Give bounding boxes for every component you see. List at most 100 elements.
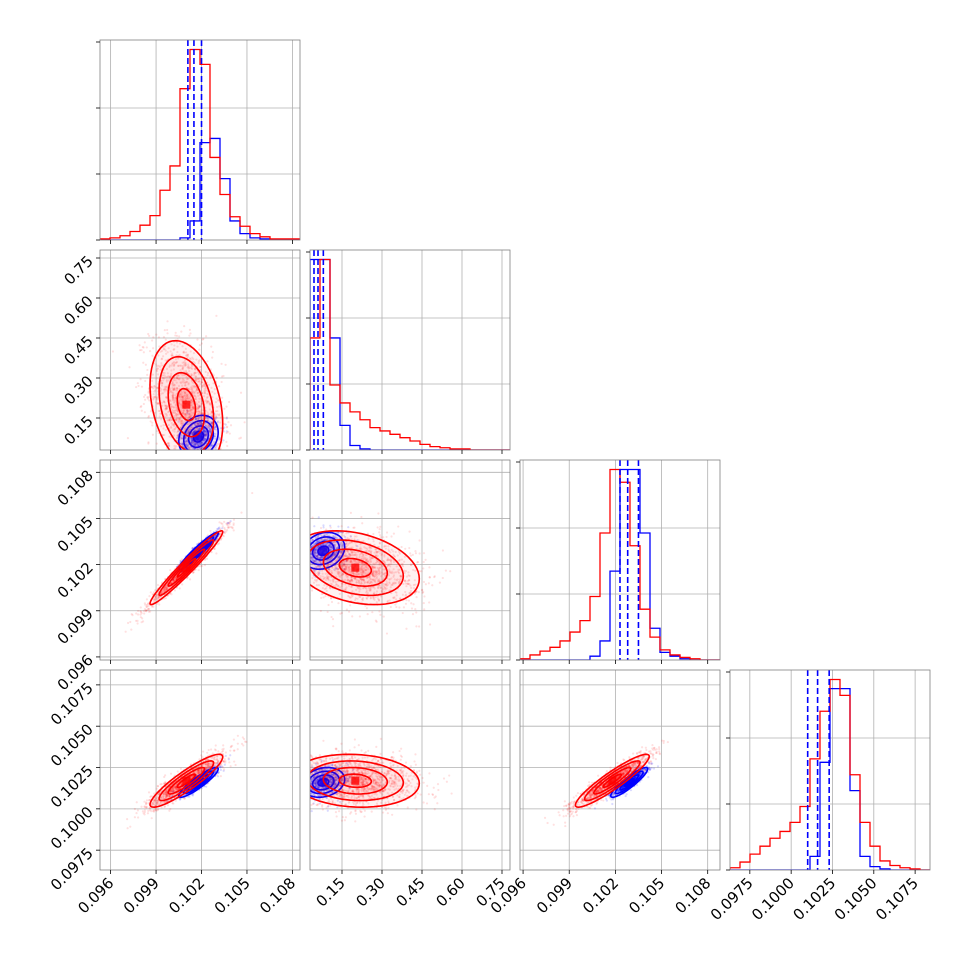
scatter-point-red (181, 374, 184, 377)
scatter-point-red (341, 565, 344, 568)
scatter-point-red (171, 354, 174, 357)
scatter-point-red (318, 556, 321, 559)
scatter-point-red (203, 395, 206, 398)
scatter-point-red (216, 543, 219, 546)
scatter-point-red (185, 371, 188, 374)
scatter-point-red (161, 381, 164, 384)
scatter-point-red (164, 375, 167, 378)
scatter-point-red (156, 596, 159, 599)
scatter-point-red (225, 522, 228, 525)
scatter-point-red (147, 416, 150, 419)
scatter-point-red (215, 552, 218, 555)
scatter-point-red (193, 394, 196, 397)
scatter-point-red (181, 422, 184, 425)
scatter-point-red (344, 552, 347, 555)
scatter-point-blue (204, 431, 207, 434)
scatter-point-blue (184, 457, 186, 459)
scatter-point-red (363, 546, 366, 549)
scatter-point-red (162, 427, 165, 430)
scatter-point-red (153, 599, 156, 602)
scatter-point-blue (222, 439, 225, 442)
scatter-point-red (176, 387, 179, 390)
scatter-point-red (174, 334, 177, 337)
scatter-point-red (215, 376, 218, 379)
scatter-point-red (155, 333, 158, 336)
scatter-point-red (355, 553, 358, 557)
scatter-point-red (174, 418, 178, 421)
scatter-point-red (395, 594, 398, 597)
scatter-point-blue (177, 420, 180, 423)
scatter-point-red (199, 405, 202, 408)
scatter-point-red (152, 336, 155, 339)
scatter-point-red (210, 421, 213, 425)
scatter-point-red (382, 588, 385, 591)
scatter-point-blue (213, 534, 217, 538)
scatter-point-red (401, 593, 405, 596)
scatter-point-blue (227, 521, 230, 525)
scatter-point-red (193, 362, 197, 365)
scatter-point-red (342, 564, 345, 567)
scatter-point-red (192, 352, 196, 355)
scatter-point-red (180, 395, 184, 399)
scatter-point-red (330, 597, 333, 600)
scatter-point-red (172, 406, 175, 409)
scatter-point-red (303, 579, 305, 581)
scatter-point-red (191, 406, 195, 409)
scatter-point-red (190, 398, 193, 402)
scatter-point-red (152, 387, 155, 390)
scatter-point-red (376, 550, 379, 554)
scatter-point-red (150, 605, 154, 608)
scatter-point-red (362, 563, 365, 567)
scatter-point-red (182, 409, 186, 412)
scatter-point-red (174, 414, 177, 417)
scatter-point-red (200, 421, 203, 424)
scatter-point-red (164, 359, 167, 362)
scatter-point-red (217, 452, 219, 454)
scatter-point-red (193, 374, 196, 377)
scatter-point-red (194, 368, 197, 371)
scatter-point-blue (197, 422, 200, 425)
scatter-point-red (139, 606, 142, 609)
scatter-point-red (390, 560, 393, 563)
scatter-point-red (180, 330, 183, 333)
scatter-point-red (197, 406, 200, 410)
scatter-point-red (371, 565, 374, 568)
diagonal-panel-0 (96, 39, 301, 241)
scatter-point-red (198, 344, 202, 347)
scatter-point-red (156, 429, 159, 433)
scatter-point-red (305, 551, 307, 553)
scatter-point-red (175, 387, 178, 390)
scatter-point-red (197, 423, 200, 426)
scatter-point-blue (193, 461, 195, 463)
scatter-point-red (210, 411, 213, 414)
scatter-point-red (185, 425, 188, 429)
scatter-point-red (421, 591, 424, 594)
scatter-point-red (176, 430, 180, 433)
scatter-point-red (305, 579, 307, 581)
scatter-point-red (185, 488, 187, 490)
scatter-point-red (405, 593, 408, 596)
scatter-point-red (139, 405, 142, 409)
scatter-point-red (301, 565, 303, 567)
scatter-point-red (172, 379, 175, 382)
scatter-point-red (422, 590, 425, 594)
histogram-red (310, 258, 510, 450)
scatter-point-blue (203, 438, 207, 441)
scatter-point-red (197, 377, 200, 380)
scatter-point-blue (189, 456, 191, 458)
scatter-point-red (175, 418, 178, 421)
scatter-point-blue (202, 427, 205, 430)
scatter-point-red (174, 409, 177, 412)
scatter-point-red (172, 364, 175, 368)
scatter-point-red (164, 588, 167, 591)
scatter-point-blue (195, 417, 198, 420)
scatter-point-red (413, 579, 416, 582)
scatter-point-red (204, 385, 207, 388)
scatter-point-blue (182, 455, 184, 457)
scatter-point-red (173, 579, 176, 582)
scatter-point-red (307, 520, 309, 522)
scatter-point-red (196, 378, 200, 381)
joint-panel-2-0 (99, 459, 301, 661)
scatter-point-red (357, 572, 360, 575)
scatter-point-red (176, 431, 179, 434)
